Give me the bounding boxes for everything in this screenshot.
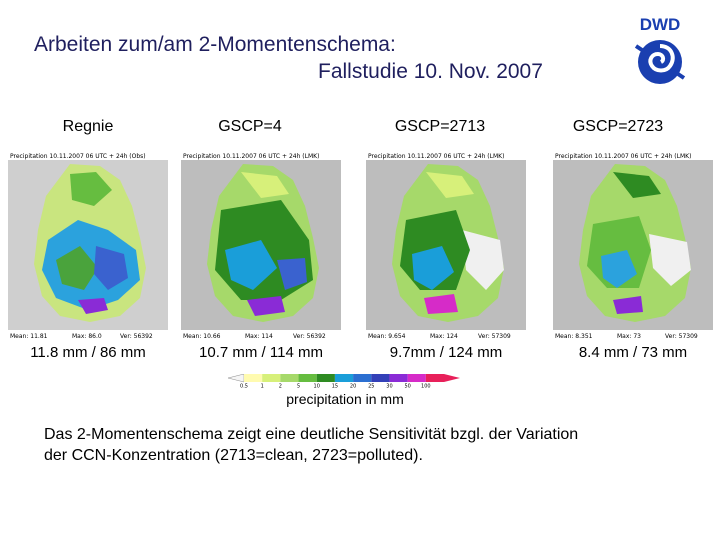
precip-map-gscp2723: Precipitation 10.11.2007 06 UTC + 24h (L… xyxy=(553,150,713,340)
panel-heading-gscp2713: GSCP=2713 xyxy=(394,118,486,135)
map-footer-max: Max: 86.0 xyxy=(72,333,102,340)
map-header: Precipitation 10.11.2007 06 UTC + 24h (O… xyxy=(10,153,146,160)
map-footer-mean: Mean: 9.654 xyxy=(368,333,406,340)
legend-swatch xyxy=(262,374,281,382)
legend-swatch xyxy=(389,374,408,382)
map-header: Precipitation 10.11.2007 06 UTC + 24h (L… xyxy=(368,153,504,160)
legend-tick-label: 30 xyxy=(386,384,392,389)
legend-tick-label: 50 xyxy=(404,384,410,389)
dwd-logo-text: DWD xyxy=(640,15,681,34)
map-footer-mean: Mean: 11.81 xyxy=(10,333,48,340)
panel-heading-gscp4: GSCP=4 xyxy=(218,118,282,135)
legend-swatch xyxy=(298,374,317,382)
summary-text: Das 2-Momentenschema zeigt eine deutlich… xyxy=(44,424,684,466)
panel-heading-gscp2723: GSCP=2723 xyxy=(572,118,664,135)
legend-swatch xyxy=(407,374,426,382)
title-line-2: Fallstudie 10. Nov. 2007 xyxy=(318,60,543,83)
map-footer-max: Max: 114 xyxy=(245,333,273,340)
panel-caption-regnie: 11.8 mm / 86 mm xyxy=(30,344,146,361)
legend-tick-label: 100 xyxy=(421,384,431,389)
legend-tick-label: 5 xyxy=(297,384,300,389)
legend-swatch xyxy=(371,374,390,382)
map-footer-max: Max: 73 xyxy=(617,333,641,340)
panel-caption-gscp4: 10.7 mm / 114 mm xyxy=(199,344,323,361)
summary-line-2: der CCN-Konzentration (2713=clean, 2723=… xyxy=(44,447,423,464)
legend-tick-label: 25 xyxy=(368,384,374,389)
map-footer-max: Max: 124 xyxy=(430,333,458,340)
map-header: Precipitation 10.11.2007 06 UTC + 24h (L… xyxy=(555,153,691,160)
map-footer-mean: Mean: 10.66 xyxy=(183,333,221,340)
legend-swatch xyxy=(425,374,444,382)
legend-swatch xyxy=(334,374,354,382)
summary-line-1: Das 2-Momentenschema zeigt eine deutlich… xyxy=(44,426,579,443)
legend-swatch xyxy=(244,374,263,382)
dwd-logo-icon: DWD xyxy=(630,10,690,90)
precip-map-gscp2713: Precipitation 10.11.2007 06 UTC + 24h (L… xyxy=(366,150,526,340)
precip-color-legend: 0.5 1 2 5 10 15 20 25 30 50 100 xyxy=(227,373,462,390)
precip-map-regnie: Precipitation 10.11.2007 06 UTC + 24h (O… xyxy=(8,150,168,340)
legend-tick-label: 10 xyxy=(314,384,320,389)
title-line-1: Arbeiten zum/am 2-Momentenschema: xyxy=(34,33,396,56)
precip-map-gscp4: Precipitation 10.11.2007 06 UTC + 24h (L… xyxy=(181,150,341,340)
legend-tick-label: 0.5 xyxy=(240,384,248,389)
legend-tick-label: 15 xyxy=(332,384,338,389)
panel-heading-regnie: Regnie xyxy=(62,118,114,135)
legend-arrow-left xyxy=(227,373,245,383)
map-footer-ver: Ver: 57309 xyxy=(665,333,698,340)
legend-arrow-right xyxy=(444,374,460,382)
legend-swatch xyxy=(280,374,299,382)
legend-tick-label: 2 xyxy=(279,384,282,389)
map-header: Precipitation 10.11.2007 06 UTC + 24h (L… xyxy=(183,153,319,160)
legend-swatch xyxy=(316,374,335,382)
map-footer-mean: Mean: 8.351 xyxy=(555,333,593,340)
panel-caption-gscp2723: 8.4 mm / 73 mm xyxy=(578,344,688,361)
legend-label: precipitation in mm xyxy=(286,391,404,407)
legend-swatch xyxy=(353,374,372,382)
map-footer-ver: Ver: 56392 xyxy=(293,333,326,340)
legend-tick-label: 20 xyxy=(350,384,356,389)
legend-tick-label: 1 xyxy=(261,384,264,389)
panel-caption-gscp2713: 9.7mm / 124 mm xyxy=(389,344,503,361)
map-footer-ver: Ver: 56392 xyxy=(120,333,153,340)
map-footer-ver: Ver: 57309 xyxy=(478,333,511,340)
